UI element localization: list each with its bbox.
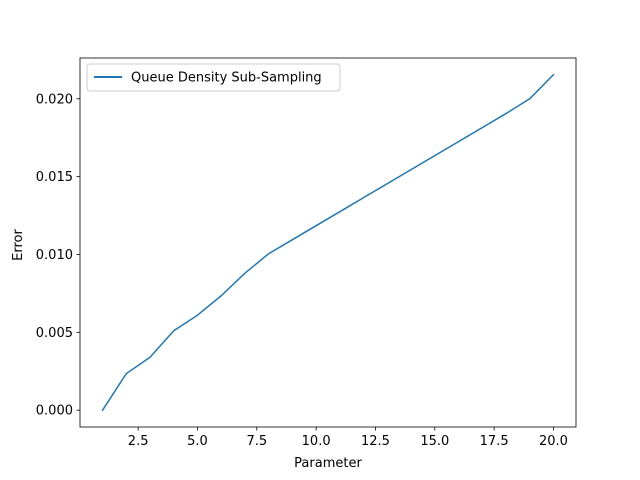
x-tick-label: 7.5 [246, 434, 267, 449]
x-tick-label: 17.5 [480, 434, 509, 449]
plot-area: 2.5 5.0 7.5 10.0 12.5 15.0 17.5 20.0 0.000 0.005 0… [36, 57, 577, 449]
x-axis-label: Parameter [294, 456, 362, 471]
x-tick-label: 15.0 [420, 434, 449, 449]
x-tick-label: 20.0 [539, 434, 568, 449]
y-tick-label: 0.010 [36, 248, 73, 263]
data-point [244, 272, 246, 274]
legend: Queue Density Sub-Sampling [86, 63, 341, 92]
data-point [434, 155, 436, 157]
data-point [268, 253, 270, 255]
series-line-0 [101, 73, 555, 412]
data-point [410, 169, 412, 171]
data-point [315, 225, 317, 227]
data-point [220, 295, 222, 297]
y-tick-label: 0.020 [36, 92, 73, 107]
x-tick-label: 2.5 [128, 434, 149, 449]
data-point [102, 409, 104, 411]
data-point [125, 373, 127, 375]
axes-frame [79, 57, 577, 428]
data-point [149, 356, 151, 358]
data-point [173, 330, 175, 332]
y-axis-label: Error [11, 229, 26, 261]
data-point [363, 197, 365, 199]
data-point [292, 239, 294, 241]
data-point [387, 183, 389, 185]
data-point [553, 74, 555, 76]
y-tick-label: 0.000 [36, 404, 73, 419]
data-point [197, 314, 199, 316]
y-tick-label: 0.005 [36, 326, 73, 341]
data-point [458, 141, 460, 143]
data-point [505, 113, 507, 115]
x-tick-label: 12.5 [361, 434, 390, 449]
legend-label: Queue Density Sub-Sampling [131, 71, 322, 86]
x-tick-label: 5.0 [187, 434, 208, 449]
x-tick-label: 10.0 [302, 434, 331, 449]
y-tick-label: 0.015 [36, 170, 73, 185]
legend-box [86, 63, 341, 92]
data-point [529, 98, 531, 100]
data-point [481, 127, 483, 129]
data-point [339, 211, 341, 213]
